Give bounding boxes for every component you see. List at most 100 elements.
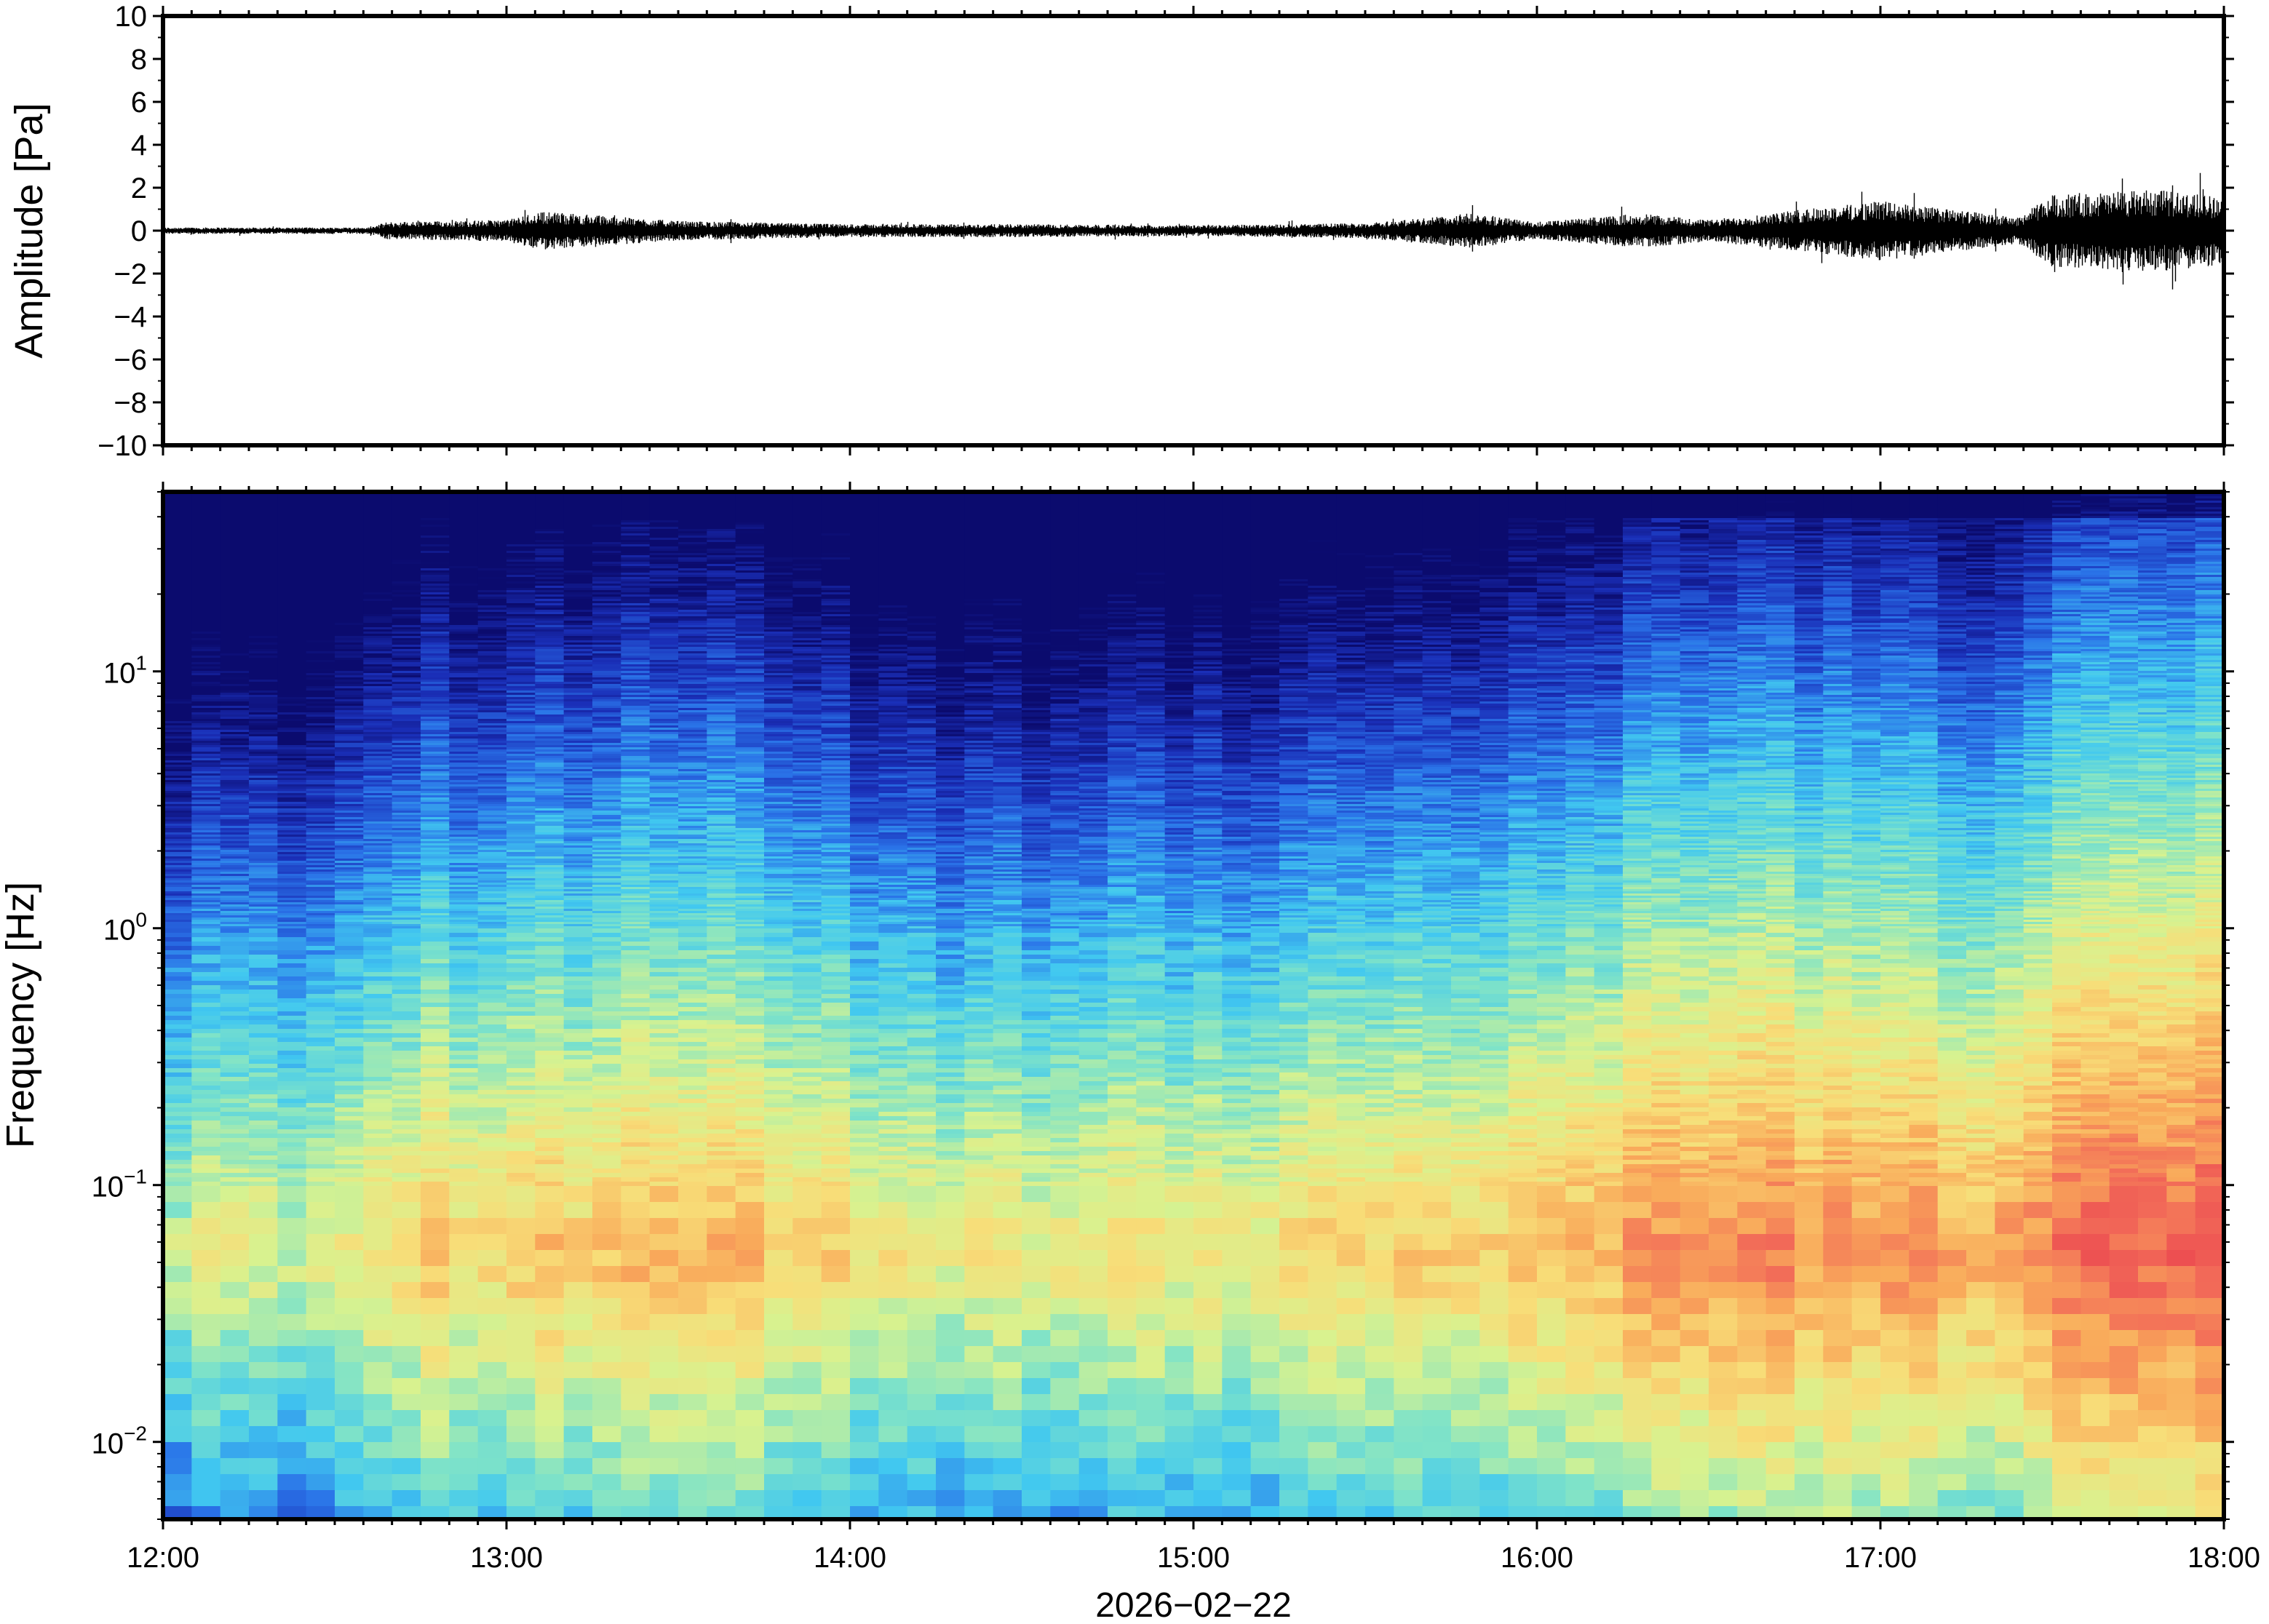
spectrogram-cell [592,634,621,637]
spectrogram-cell [220,677,250,680]
spectrogram-cell [220,494,250,497]
spectrogram-cell [535,843,565,846]
spectrogram-cell [163,1266,192,1283]
spectrogram-cell [506,1064,536,1069]
spectrogram-cell [421,841,450,844]
spectrogram-cell [277,1072,307,1078]
spectrogram-cell [563,555,593,558]
spectrogram-cell [506,658,536,661]
spectrogram-cell [506,1099,536,1104]
spectrogram-cell [249,1121,278,1126]
spectrogram-cell [335,1160,364,1165]
spectrogram-cell [306,704,335,706]
spectrogram-cell [592,693,621,696]
spectrogram-cell [392,697,421,700]
spectrogram-cell [306,1029,335,1034]
spectrogram-cell [449,695,479,698]
spectrogram-cell [535,673,565,676]
spectrogram-cell [421,887,450,890]
spectrogram-cell [163,695,192,698]
spectrogram-cell [563,1266,593,1283]
spectrogram-cell [220,562,250,565]
spectrogram-cell [563,575,593,578]
spectrogram-cell [535,503,565,506]
spectrogram-cell [249,891,278,894]
spectrogram-cell [220,721,250,724]
spectrogram-cell [220,1077,250,1082]
spectrogram-cell [477,771,507,774]
spectrogram-cell [220,959,250,964]
spectrogram-cell [191,588,221,591]
spectrogram-cell [621,752,651,755]
spectrogram-cell [363,1094,393,1099]
spectrogram-cell [392,913,421,916]
spectrogram-cell [563,1426,593,1443]
spectrogram-cell [506,1186,536,1203]
spectrogram-cell [191,538,221,541]
spectrogram-cell [449,1346,479,1363]
spectrogram-cell [306,505,335,508]
spectrogram-cell [506,518,536,521]
spectrogram-cell [363,549,393,552]
spectrogram-cell [563,536,593,538]
spectrogram-cell [421,586,450,589]
spectrogram-cell [421,730,450,733]
spectrogram-cell [535,1107,565,1112]
spectrogram-cell [392,981,421,986]
spectrogram-cell [563,826,593,829]
spectrogram-cell [163,1107,192,1112]
spectrogram-cell [535,1234,565,1251]
spectrogram-cell [220,1116,250,1121]
spectrogram-cell [477,1116,507,1121]
spectrogram-cell [335,891,364,894]
spectrogram-cell [163,725,192,728]
spectrogram-cell [563,601,593,604]
spectrogram-cell [392,715,421,717]
spectrogram-cell [163,505,192,508]
spectrogram-cell [535,501,565,503]
spectrogram-cell [477,516,507,519]
spectrogram-cell [220,662,250,665]
spectrogram-cell [277,1142,307,1147]
spectrogram-cell [477,1107,507,1112]
spectrogram-cell [191,507,221,510]
spectrogram-cell [392,909,421,912]
spectrogram-cell [421,832,450,835]
spectrogram-cell [163,566,192,569]
spectrogram-cell [535,725,565,728]
spectrogram-cell [249,1103,278,1108]
spectrogram-cell [506,608,536,610]
spectrogram-cell [277,540,307,543]
spectrogram-cell [191,542,221,545]
spectrogram-cell [535,1474,565,1491]
spectrogram-cell [535,621,565,624]
spectrogram-cell [506,1042,536,1047]
spectrogram-cell [563,972,593,977]
spectrogram-cell [277,701,307,704]
spectrogram-cell [306,867,335,870]
waveform-y-tick-label: −6 [114,344,147,376]
spectrogram-cell [277,612,307,615]
spectrogram-cell [421,959,450,964]
spectrogram-cell [449,1490,479,1507]
spectrogram-cell [220,887,250,890]
spectrogram-cell [392,872,421,875]
spectrogram-cell [563,839,593,842]
spectrogram-cell [421,760,450,763]
spectrogram-cell [363,1011,393,1016]
spectrogram-cell [392,1090,421,1095]
spectrogram-cell [306,1458,335,1475]
spectrogram-cell [506,671,536,674]
spectrogram-cell [621,909,651,912]
spectrogram-cell [335,904,364,907]
spectrogram-cell [449,898,479,901]
spectrogram-cell [535,656,565,658]
spectrogram-cell [306,793,335,796]
spectrogram-cell [506,688,536,691]
spectrogram-cell [563,1094,593,1099]
spectrogram-cell [306,821,335,824]
spectrogram-cell [535,1490,565,1507]
spectrogram-cell [306,874,335,877]
spectrogram-cell [335,536,364,538]
spectrogram-cell [477,649,507,652]
